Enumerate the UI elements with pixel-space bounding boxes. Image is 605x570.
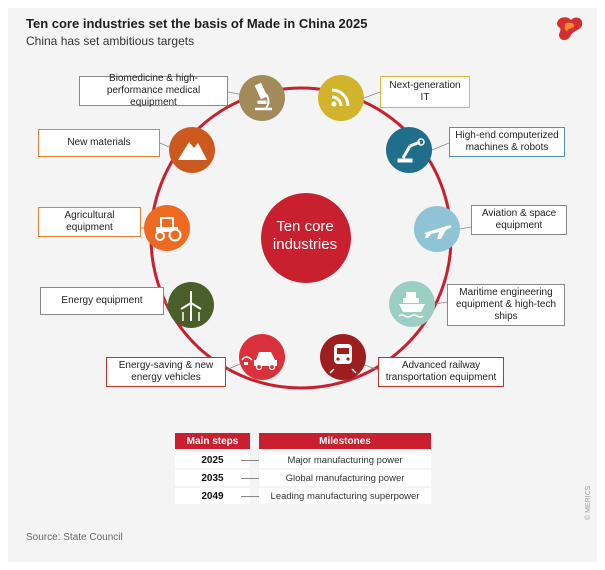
credit-note: © MERICS — [585, 485, 592, 520]
table-year: 2035 — [175, 470, 250, 486]
table-header-milestones: Milestones — [259, 433, 431, 449]
industry-node-it — [318, 75, 364, 121]
industry-node-aviation — [414, 206, 460, 252]
table-milestone: Leading manufacturing superpower — [259, 488, 431, 504]
label-railway: Advanced railway transportation equipmen… — [378, 357, 504, 387]
mountain-icon — [178, 142, 207, 160]
center-label-line1: Ten core — [276, 218, 334, 235]
wifi-signal-icon — [331, 88, 350, 107]
industry-node-ev — [239, 334, 285, 380]
industry-node-railway — [320, 334, 366, 380]
label-energy: Energy equipment — [40, 287, 164, 315]
center-circle — [261, 193, 351, 283]
center-label-line2: industries — [272, 236, 338, 253]
electric-car-icon — [241, 352, 277, 371]
table-milestone: Global manufacturing power — [259, 470, 431, 486]
label-biomedicine: Biomedicine & high-performance medical e… — [79, 73, 228, 108]
table-milestone: Major manufacturing power — [259, 452, 431, 468]
label-ev: Energy-saving & new energy vehicles — [106, 357, 226, 387]
ship-icon — [398, 292, 425, 318]
tractor-icon — [155, 217, 182, 242]
microscope-icon — [254, 82, 272, 111]
merics-logo-icon — [557, 17, 583, 41]
industry-node-energy — [168, 282, 214, 328]
label-agricultural: Agricultural equipment — [38, 207, 141, 237]
train-icon — [329, 344, 357, 374]
figure-title: Ten core industries set the basis of Mad… — [26, 16, 368, 31]
wind-turbine-icon — [180, 291, 202, 321]
industry-node-maritime — [389, 281, 435, 327]
label-next-generation-it: Next-generation IT — [380, 76, 470, 108]
robot-arm-icon — [397, 138, 425, 163]
airplane-icon — [424, 225, 452, 239]
label-new-materials: New materials — [38, 129, 160, 157]
center-label: Ten core industries — [260, 218, 350, 254]
label-maritime: Maritime engineering equipment & high-te… — [447, 284, 565, 326]
industry-node-biomedicine — [239, 75, 285, 121]
label-robots: High-end computerized machines & robots — [449, 127, 565, 157]
table-year: 2025 — [175, 452, 250, 468]
table-year: 2049 — [175, 488, 250, 504]
figure-subtitle: China has set ambitious targets — [26, 34, 195, 48]
industry-node-agricultural — [144, 205, 190, 251]
label-aviation: Aviation & space equipment — [471, 205, 567, 235]
industry-node-robots — [386, 127, 432, 173]
source-note: Source: State Council — [26, 532, 123, 543]
industry-node-materials — [169, 127, 215, 173]
table-header-main-steps: Main steps — [175, 433, 250, 449]
